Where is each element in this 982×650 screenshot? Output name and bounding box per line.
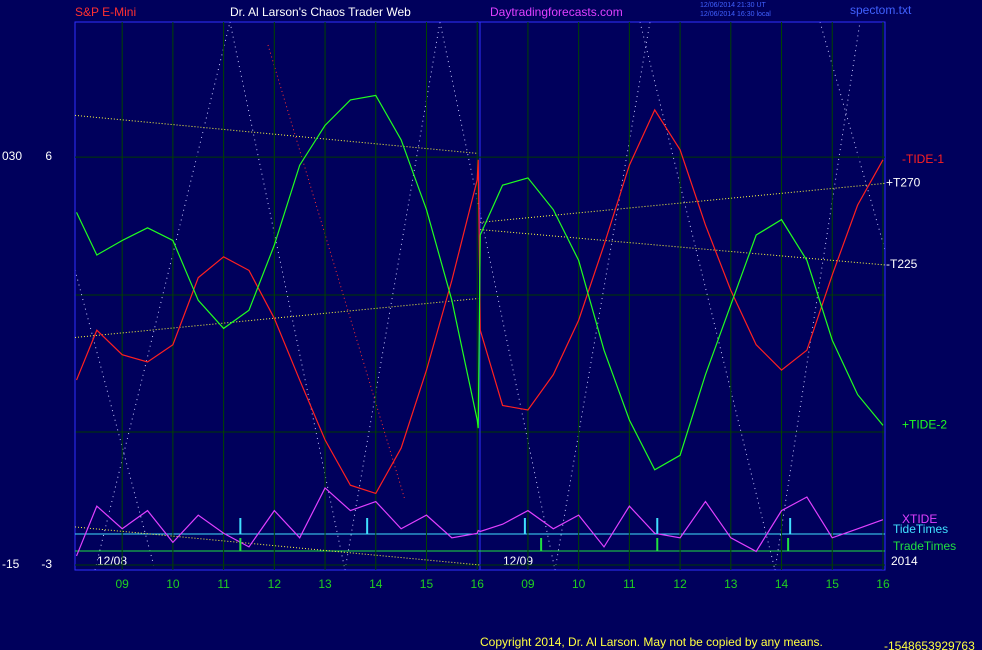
y-tick-label: -15 xyxy=(2,557,20,571)
x-tick-label: 15 xyxy=(826,577,840,591)
legend-label: XTIDE xyxy=(902,512,937,526)
cycle-line xyxy=(74,269,156,571)
symbol: S&P E-Mini xyxy=(75,5,136,19)
y-tick-label: 030 xyxy=(2,149,22,163)
x-tick-label: 09 xyxy=(521,577,535,591)
plot-frame xyxy=(74,21,886,571)
x-tick-label: 10 xyxy=(166,577,180,591)
x-tick-label: 14 xyxy=(775,577,789,591)
x-tick-label: 12 xyxy=(673,577,687,591)
x-tick-label: 10 xyxy=(572,577,586,591)
trend-label: +T270 xyxy=(886,176,921,190)
cycle-lines xyxy=(74,21,886,571)
series-line xyxy=(75,108,884,495)
y2-tick-label: 6 xyxy=(45,149,52,163)
x-tick-label: 16 xyxy=(876,577,890,591)
x-tick-label: 12 xyxy=(268,577,282,591)
x-tick-label: 13 xyxy=(724,577,738,591)
year-label: 2014 xyxy=(891,554,918,568)
cycle-line xyxy=(94,21,231,571)
x-tick-label: 16 xyxy=(471,577,485,591)
site-title: Dr. Al Larson's Chaos Trader Web xyxy=(230,5,411,19)
code: -1548653929763 xyxy=(884,639,975,650)
trend-label: -T225 xyxy=(886,257,918,271)
file-name: spectom.txt xyxy=(850,3,912,17)
cycle-line xyxy=(639,21,776,571)
legend-label: -TIDE-1 xyxy=(902,152,944,166)
y2-tick-label: -3 xyxy=(41,557,52,571)
event-label: TideTimes xyxy=(893,522,948,536)
date-label: 12/08 xyxy=(97,554,127,568)
x-tick-label: 09 xyxy=(115,577,129,591)
series-line xyxy=(75,94,884,471)
timestamp: 12/06/2014 21:30 UT xyxy=(700,2,766,9)
x-tick-label: 11 xyxy=(623,577,636,591)
date-label: 12/09 xyxy=(503,554,533,568)
x-tick-label: 14 xyxy=(369,577,383,591)
x-tick-label: 11 xyxy=(217,577,230,591)
timestamp: 12/06/2014 16:30 local xyxy=(700,11,771,18)
site-url: Daytradingforecasts.com xyxy=(490,5,623,19)
event-label: TradeTimes xyxy=(893,539,956,553)
x-tick-label: 13 xyxy=(318,577,332,591)
trend-line xyxy=(74,526,481,566)
series-line xyxy=(75,486,884,557)
legend-label: +TIDE-2 xyxy=(902,418,947,432)
copyright: Copyright 2014, Dr. Al Larson. May not b… xyxy=(480,635,823,649)
x-tick-label: 15 xyxy=(420,577,434,591)
